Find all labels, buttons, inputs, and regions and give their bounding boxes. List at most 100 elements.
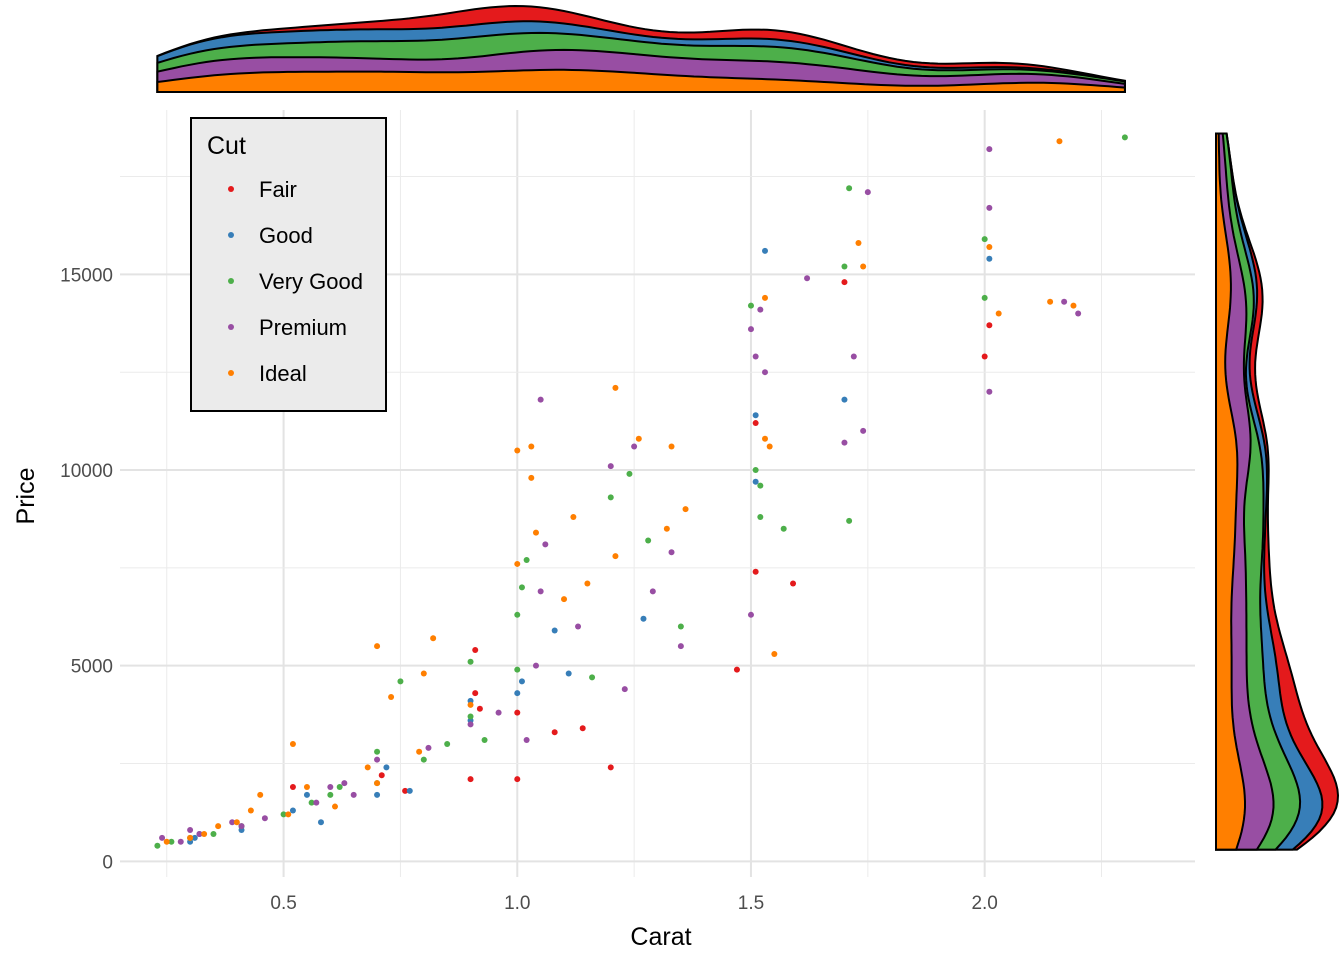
data-point (612, 384, 619, 391)
data-point (313, 799, 320, 806)
legend-title: Cut (207, 132, 246, 160)
data-point (201, 830, 208, 837)
data-point (289, 807, 296, 814)
data-point (986, 388, 993, 395)
data-point (607, 764, 614, 771)
data-point (766, 443, 773, 450)
data-point (752, 420, 759, 427)
data-point (1056, 138, 1063, 145)
data-point (210, 830, 217, 837)
y-axis-ticks: 0 5000 10000 15000 (60, 265, 113, 873)
data-point (1075, 310, 1082, 317)
data-point (163, 838, 170, 845)
data-point (771, 650, 778, 657)
data-point (495, 709, 502, 716)
data-point (425, 744, 432, 751)
data-point (864, 189, 871, 196)
data-point (668, 443, 675, 450)
data-point (476, 705, 483, 712)
data-point (514, 666, 521, 673)
data-point (575, 623, 582, 630)
data-point (747, 302, 754, 309)
grid-lines (120, 110, 1195, 877)
data-point (327, 783, 334, 790)
data-point (762, 435, 768, 442)
data-point (261, 815, 268, 822)
top-density-area (156, 68, 1126, 93)
data-point (187, 834, 194, 841)
data-point (332, 803, 338, 810)
data-point (752, 478, 759, 485)
data-point (780, 525, 787, 532)
legend-label: Ideal (259, 361, 307, 386)
data-point (378, 772, 385, 779)
x-axis-ticks: 0.5 1.0 1.5 2.0 (270, 893, 998, 914)
data-point (757, 306, 764, 313)
data-point (565, 670, 572, 677)
legend-label: Good (259, 223, 313, 248)
data-point (589, 674, 596, 681)
data-point (981, 236, 988, 243)
data-point (762, 294, 768, 301)
data-point (467, 713, 474, 720)
data-point (607, 494, 614, 501)
data-point (747, 611, 754, 618)
data-point (187, 827, 194, 834)
data-point (752, 568, 759, 575)
legend: Cut Fair Good Very Good Premium Ideal (190, 117, 387, 412)
data-point (841, 263, 848, 270)
x-axis-title: Carat (630, 923, 691, 951)
data-point (841, 439, 848, 446)
data-point (561, 596, 568, 603)
legend-key (228, 278, 234, 284)
data-point (621, 686, 628, 693)
data-point (1121, 134, 1128, 141)
data-point (532, 662, 539, 669)
data-point (528, 443, 535, 450)
legend-key (228, 186, 234, 192)
data-point (752, 353, 759, 360)
data-point (416, 748, 423, 755)
data-point (1047, 298, 1054, 305)
y-tick-label: 5000 (71, 657, 113, 678)
data-point (177, 838, 184, 845)
data-point (374, 748, 381, 755)
data-point (514, 447, 521, 454)
data-point (523, 557, 530, 564)
legend-key (228, 324, 234, 330)
data-point (607, 463, 614, 470)
y-axis-title: Price (12, 468, 40, 525)
data-point (196, 830, 203, 837)
x-tick-label: 1.5 (738, 893, 764, 914)
data-point (374, 756, 381, 763)
x-tick-label: 0.5 (270, 893, 296, 914)
legend-label: Very Good (259, 269, 363, 294)
data-point (995, 310, 1002, 317)
data-point (1061, 298, 1068, 305)
data-point (542, 541, 549, 548)
data-point (336, 783, 343, 790)
data-point (191, 834, 198, 841)
data-point (640, 615, 647, 622)
data-point (762, 369, 768, 376)
data-point (986, 243, 993, 250)
top-marginal-density (156, 4, 1126, 93)
data-point (467, 721, 474, 728)
legend-key (228, 370, 234, 376)
data-point (551, 729, 558, 736)
data-point (757, 482, 764, 489)
data-point (635, 435, 642, 442)
data-point (327, 791, 334, 798)
data-point (762, 247, 768, 254)
data-point (514, 611, 521, 618)
data-point (584, 580, 591, 587)
data-point (663, 525, 670, 532)
data-point (374, 780, 381, 787)
data-point (846, 517, 853, 524)
data-point (154, 842, 161, 849)
data-point (420, 670, 427, 677)
data-point (841, 279, 848, 286)
data-point (402, 787, 409, 794)
data-point (790, 580, 797, 587)
data-point (168, 838, 175, 845)
